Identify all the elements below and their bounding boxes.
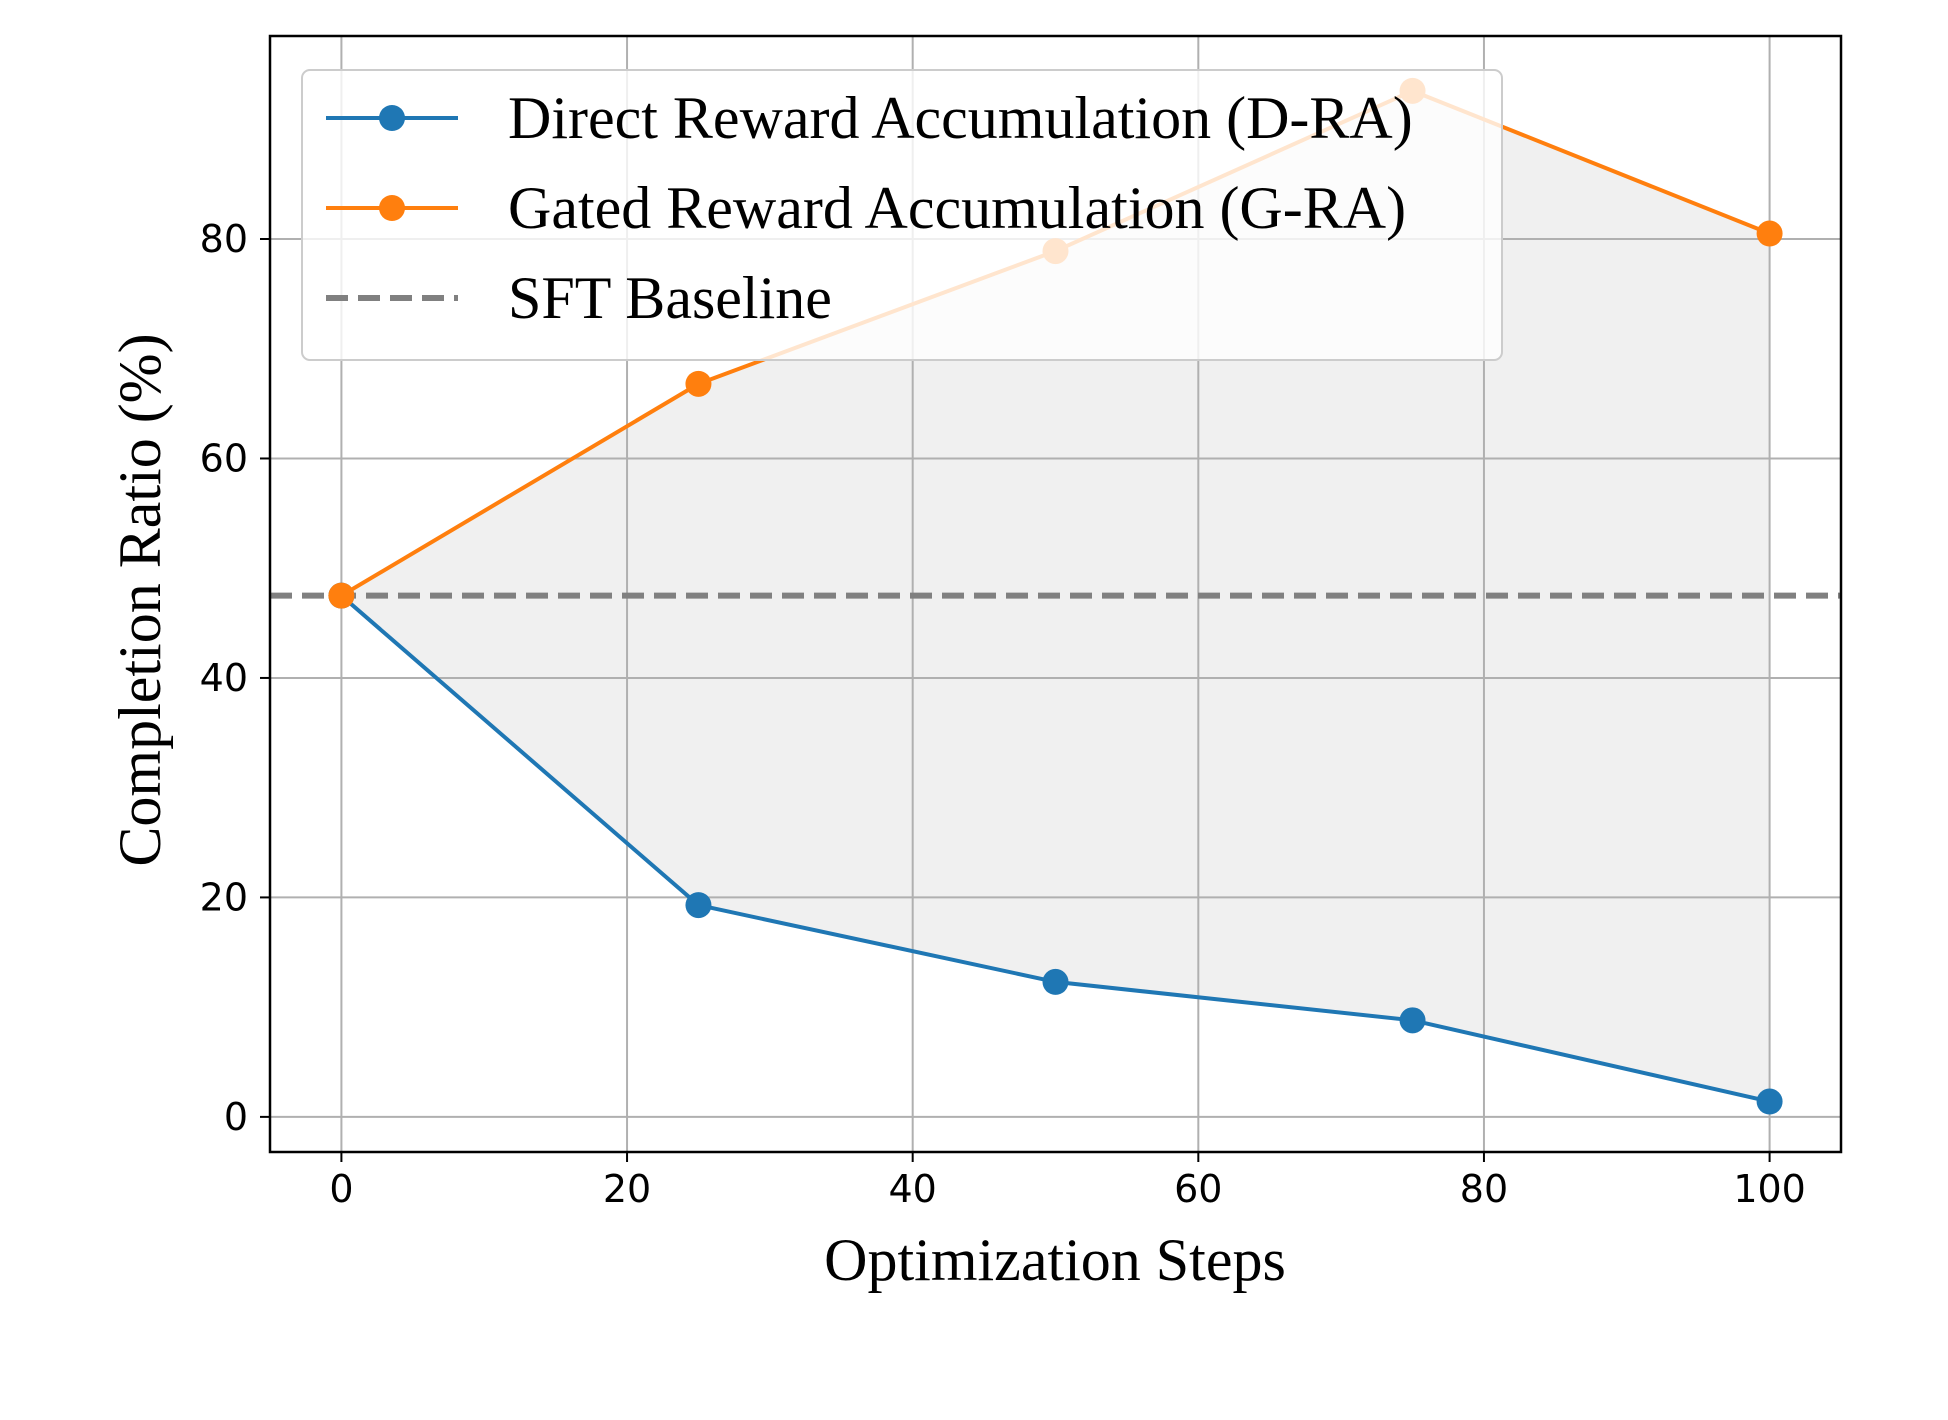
y-tick-label-0: 0	[224, 1095, 248, 1139]
axes-frame	[268, 34, 1843, 1154]
series-1-point-1	[685, 892, 712, 919]
series-1-point-2	[1042, 968, 1069, 995]
y-tick-label-20: 20	[200, 875, 248, 919]
x-tick-label-40: 40	[889, 1167, 937, 1211]
series-2-point-4	[1756, 220, 1783, 247]
legend: Direct Reward Accumulation (D-RA) Gated R…	[301, 69, 1503, 361]
series-2-point-0	[328, 582, 355, 609]
legend-label-1: Direct Reward Accumulation (D-RA)	[508, 85, 1413, 151]
legend-box	[301, 69, 1503, 361]
legend-swatch-marker-1	[379, 105, 405, 131]
y-tick-label-80: 80	[200, 217, 248, 261]
y-tick-label-60: 60	[200, 436, 248, 480]
legend-label-2: Gated Reward Accumulation (G-RA)	[508, 175, 1406, 241]
x-tick-label-80: 80	[1460, 1167, 1508, 1211]
x-tick-label-20: 20	[603, 1167, 651, 1211]
series-1-point-4	[1756, 1088, 1783, 1115]
series-2-point-1	[685, 370, 712, 397]
legend-label-3: SFT Baseline	[508, 265, 832, 331]
legend-swatch-marker-2	[379, 195, 405, 221]
x-tick-label-0: 0	[329, 1167, 353, 1211]
y-tick-label-40: 40	[200, 656, 248, 700]
x-tick-label-60: 60	[1174, 1167, 1222, 1211]
series-1-point-3	[1399, 1007, 1426, 1034]
y-axis-title: Completion Ratio (%)	[107, 333, 173, 866]
x-axis-title: Optimization Steps	[824, 1227, 1286, 1293]
x-tick-label-100: 100	[1733, 1167, 1806, 1211]
